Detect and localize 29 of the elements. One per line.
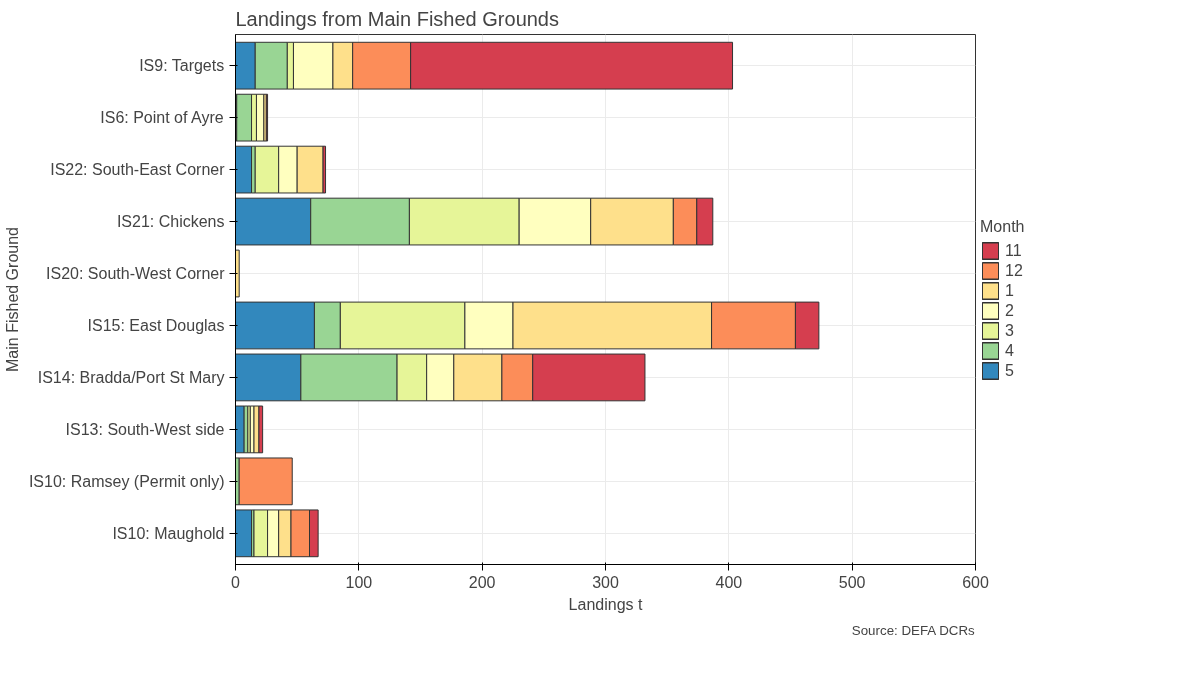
x-tick-label: 400 [715, 573, 743, 591]
x-tick-label: 200 [468, 573, 496, 591]
legend-label: 3 [1005, 321, 1015, 340]
y-tick-label: IS13: South-West side [65, 420, 225, 438]
y-tick-label: IS21: Chickens [116, 213, 225, 231]
x-tick-label: 300 [592, 573, 619, 591]
source-note: Source: DEFA DCRs [851, 622, 976, 638]
legend-label: 12 [1005, 261, 1024, 280]
y-tick-label: IS15: East Douglas [87, 316, 225, 334]
legend-label: 4 [1005, 341, 1015, 360]
legend-title: Month [980, 217, 1025, 236]
x-tick-label: 500 [838, 573, 866, 591]
y-tick-label: IS9: Targets [139, 57, 225, 75]
x-tick-label: 600 [962, 573, 989, 591]
legend-label: 1 [1005, 281, 1015, 300]
y-tick-label: IS22: South-East Corner [50, 161, 226, 179]
chart-title: Landings from Main Fished Grounds [235, 7, 559, 30]
y-axis-title: Main Fished Ground [3, 227, 21, 372]
legend-label: 2 [1005, 301, 1015, 320]
x-tick-label: 100 [345, 573, 373, 591]
y-tick-label: IS10: Ramsey (Permit only) [28, 472, 225, 490]
y-tick-label: IS6: Point of Ayre [100, 109, 224, 127]
y-tick-label: IS10: Maughold [112, 524, 225, 542]
y-tick-label: IS14: Bradda/Port St Mary [37, 368, 225, 386]
y-tick-label: IS20: South-West Corner [46, 265, 226, 283]
legend-label: 5 [1005, 361, 1015, 380]
x-tick-label: 0 [231, 573, 241, 591]
x-axis-title: Landings t [568, 595, 643, 613]
legend-label: 11 [1005, 241, 1023, 260]
